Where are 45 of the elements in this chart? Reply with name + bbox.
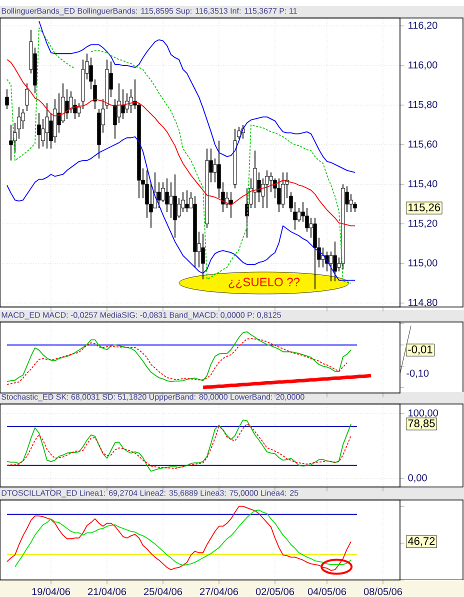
candlestick: [349, 194, 353, 212]
text: -0,10: [406, 370, 429, 378]
y-tick-label: 116,20: [408, 22, 438, 30]
y-tick-label: 114,80: [408, 298, 438, 308]
candlestick: [277, 178, 281, 212]
x-tick-label: 19/04/06: [32, 588, 70, 596]
x-tick-label: 27/04/06: [200, 588, 238, 596]
candlestick: [9, 124, 13, 161]
y-tick-label: 115,40: [408, 180, 438, 188]
x-tick-label: 25/04/06: [144, 588, 182, 596]
candlestick: [25, 82, 29, 112]
y-tick-label: 115,20: [408, 220, 438, 228]
text: 46,72: [408, 537, 435, 546]
y-tick-label: 115,80: [408, 100, 438, 110]
candlestick: [65, 88, 69, 120]
candlestick: [5, 88, 9, 110]
candlestick: [281, 172, 285, 208]
y-tick-label: 100,00: [408, 409, 438, 418]
annotation: ¿¿SUELO ??: [228, 278, 300, 288]
candlestick: [229, 192, 233, 218]
x-tick-label: 02/05/06: [256, 588, 294, 596]
chart-title: Stochastic_ED SK: 68,0031 SD: 51,1820 UppperBand: 80,0000 LowerBand: 20,0000: [2, 394, 304, 402]
text: 115,26: [408, 203, 440, 213]
x-tick-label: 08/05/06: [364, 588, 402, 596]
y-tick-label: 0,00: [408, 474, 427, 483]
y-tick-label: 116,00: [408, 61, 438, 70]
candlestick: [265, 170, 269, 208]
x-tick-label: 04/05/06: [308, 588, 346, 596]
chart-title: DTOSCILLATOR_ED Linea1: 69,2704 Linea2: 35,6889 Linea3: 75,0000 Linea4: 25: [2, 490, 298, 498]
candlestick: [121, 88, 125, 120]
y-tick-label: 115,00: [408, 259, 438, 268]
candlestick: [169, 182, 173, 218]
candlestick: [321, 247, 325, 268]
candlestick: [45, 102, 49, 150]
text: -0,01: [408, 346, 432, 355]
candlestick: [185, 190, 189, 212]
chart-title: MACD_ED MACD: -0,0257 MediaSIG: -0,0831 Band_MACD: 0,0000 P: 0,8125: [2, 312, 281, 320]
candlestick: [253, 150, 257, 208]
text: 78,85: [408, 419, 435, 428]
candlestick: [173, 174, 177, 238]
candlestick: [157, 182, 161, 208]
y-tick-label: 115,60: [408, 140, 438, 149]
candlestick: [37, 112, 41, 150]
x-tick-label: 21/04/06: [88, 588, 126, 596]
chart-title: BollinguerBands_ED BollinguerBands: 115,8595 Sup: 116,3513 Inf: 115,3677 P: 11: [2, 8, 297, 16]
